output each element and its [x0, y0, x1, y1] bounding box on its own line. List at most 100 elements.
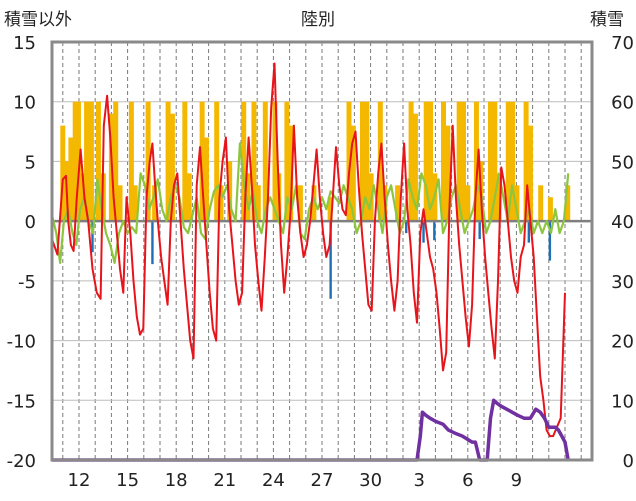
left-tick-label: -15 [7, 391, 36, 412]
precip-bar [169, 113, 175, 222]
precip-bar [132, 185, 138, 222]
precip-bar [460, 101, 466, 222]
precip-bar [514, 185, 520, 222]
right-tick-label: 30 [611, 272, 634, 293]
precip-bar [487, 101, 493, 222]
right-tick-labels: 70 60 50 40 30 20 10 0 [611, 33, 634, 472]
precip-bar [510, 101, 516, 222]
pressure-bar [433, 221, 436, 241]
left-tick-label: -5 [18, 272, 36, 293]
right-tick-label: 70 [611, 33, 634, 54]
precip-bar [186, 173, 192, 222]
precip-bar [165, 101, 171, 222]
right-tick-label: 40 [611, 212, 634, 233]
precip-bar [441, 101, 446, 222]
precip-bar [241, 101, 247, 222]
pressure-bar [151, 221, 154, 265]
precip-bar [288, 125, 294, 222]
x-tick-label: 6 [462, 470, 473, 491]
precip-bar [145, 101, 151, 222]
precip-bar [350, 125, 356, 222]
precip-bar [408, 101, 414, 222]
precip-bar [251, 101, 257, 222]
precip-bar [547, 197, 553, 222]
left-tick-labels: 15 10 5 0 -5 -10 -15 -20 [7, 33, 36, 472]
precip-bar [272, 101, 278, 222]
precip-bar [227, 161, 233, 222]
precip-bar [72, 101, 78, 222]
precip-bar [523, 101, 529, 222]
pressure-bar [548, 221, 552, 261]
precip-bar [346, 101, 352, 222]
chart-title: 陸別 [301, 10, 335, 30]
precip-bar [152, 185, 158, 222]
left-tick-label: -10 [7, 332, 36, 353]
precip-bar [527, 125, 533, 222]
precip-bar [505, 101, 511, 222]
precip-bar [311, 185, 317, 222]
pressure-bar [329, 221, 332, 299]
precip-bar [60, 125, 66, 222]
left-tick-label: 15 [13, 33, 36, 54]
precip-bar [199, 101, 205, 222]
x-tick-label: 12 [68, 470, 91, 491]
precip-bar [262, 101, 268, 222]
pressure-bar [527, 221, 531, 243]
precip-bar [117, 185, 123, 222]
precip-bar [496, 173, 502, 222]
plot-frame [50, 40, 594, 462]
precipitation-bars [60, 101, 571, 222]
grid-lines [52, 42, 592, 460]
right-tick-label: 50 [611, 152, 634, 173]
precip-bar [445, 125, 451, 222]
x-tick-label: 9 [511, 470, 522, 491]
precip-bar [412, 113, 418, 222]
x-tick-labels: 12 15 18 21 24 27 30 3 6 9 [68, 470, 523, 491]
x-tick-label: 3 [413, 470, 424, 491]
x-tick-label: 27 [311, 470, 334, 491]
right-tick-label: 20 [611, 332, 634, 353]
x-tick-label: 15 [116, 470, 139, 491]
precip-bar [465, 185, 471, 222]
precip-bar [203, 137, 209, 222]
precip-bar [395, 185, 401, 222]
snow-depth-series [52, 398, 570, 462]
x-tick-label: 24 [262, 470, 285, 491]
precip-bar [218, 185, 224, 222]
precip-bar [255, 185, 261, 222]
precip-bar [84, 101, 90, 222]
precip-bar [88, 101, 94, 222]
pressure-bars [91, 221, 552, 299]
precip-bar [360, 101, 365, 222]
snow-depth-line [52, 398, 570, 462]
precip-bar [214, 101, 220, 222]
precip-bar [284, 101, 290, 222]
precip-bar [68, 137, 74, 222]
right-tick-label: 0 [623, 451, 634, 472]
precip-bar [79, 173, 85, 222]
x-tick-label: 21 [213, 470, 236, 491]
precip-bar [456, 101, 462, 222]
precip-bar [128, 101, 134, 222]
left-axis-title: 積雪以外 [4, 10, 72, 30]
right-tick-label: 60 [611, 93, 634, 114]
pressure-bar [405, 221, 408, 234]
x-tick-label: 30 [359, 470, 382, 491]
pressure-bar [422, 221, 425, 243]
pressure-bar [478, 221, 481, 240]
precip-bar [565, 185, 571, 222]
precip-bar [492, 101, 498, 222]
precip-bar [297, 185, 303, 222]
precip-bar [423, 101, 429, 222]
precip-bar [245, 173, 251, 222]
right-tick-label: 10 [611, 391, 634, 412]
left-tick-label: 5 [25, 152, 36, 173]
temperature-series [51, 62, 566, 438]
precip-bar [538, 185, 544, 222]
precip-bar [113, 101, 119, 222]
left-tick-label: 10 [13, 93, 36, 114]
left-tick-label: -20 [7, 451, 36, 472]
precip-bar [473, 101, 479, 222]
right-axis-title: 積雪 [590, 10, 624, 30]
